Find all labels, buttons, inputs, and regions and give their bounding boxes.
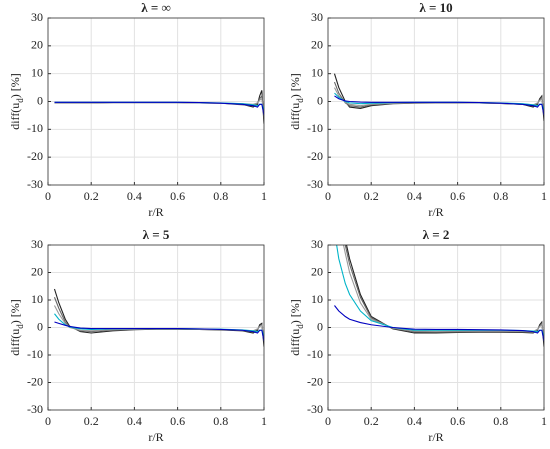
x-tick-label: 0.6 [170,414,185,428]
x-tick-label: 1 [261,189,267,203]
y-tick-label: 0 [37,319,43,333]
y-tick-label: -30 [27,177,43,191]
subplot: 0 0.2 0.4 0.6 0.8 1 -30 -20 -10 0 10 20 30 λ = 2 r/R di… [288,227,547,444]
axes-box [327,17,545,186]
data-line [54,101,264,116]
x-tick-label: 0.6 [450,189,465,203]
x-tick-label: 0.4 [127,189,142,203]
y-tick-label: 30 [31,237,43,251]
x-tick-label: 0.4 [407,414,422,428]
y-tick-label: 20 [31,38,43,52]
y-tick-label: -30 [307,402,323,416]
data-line [334,95,544,116]
x-axis-label: r/R [148,430,163,444]
y-tick-label: -30 [27,402,43,416]
label-rest: ) [%] [8,73,22,98]
y-tick-label: 0 [317,93,323,107]
x-tick-label: 0.4 [407,189,422,203]
y-tick-label: 30 [311,10,323,24]
x-tick-label: 0.8 [213,189,228,203]
x-tick-label: 0.8 [493,414,508,428]
label-rest: ) [%] [288,73,302,98]
x-tick-label: 0.6 [450,414,465,428]
x-tick-label: 0.2 [84,189,99,203]
x-tick-label: 1 [541,189,547,203]
x-tick-label: 0 [45,189,51,203]
chart-title: λ = 5 [143,227,170,242]
y-tick-label: 30 [31,10,43,24]
label-rest: ) [%] [288,299,302,324]
x-tick-label: 0.2 [364,414,379,428]
x-tick-label: 0.4 [127,414,142,428]
axes-box [327,244,545,411]
subplot: 0 0.2 0.4 0.6 0.8 1 -30 -20 -10 0 10 20 30 λ = ∞ r/R di… [8,0,267,219]
subscript: d [15,98,25,103]
y-axis-label: diff(ud) [%] [288,299,305,356]
chart-title: λ = 2 [423,227,450,242]
y-tick-label: 30 [311,237,323,251]
y-tick-label: -30 [307,177,323,191]
x-axis-label: r/R [428,430,443,444]
y-tick-label: -10 [27,347,43,361]
x-tick-label: 0.8 [213,414,228,428]
subscript: d [295,98,305,103]
y-tick-label: 10 [31,65,43,79]
axes-box [47,244,265,411]
data-line [334,305,544,342]
y-tick-label: 10 [311,292,323,306]
x-tick-label: 0.2 [84,414,99,428]
data-line [342,245,544,339]
x-tick-label: 0 [45,414,51,428]
chart-title: λ = 10 [419,0,452,15]
y-tick-label: -10 [307,121,323,135]
x-axis-label: r/R [428,205,443,219]
x-tick-label: 0.2 [364,189,379,203]
y-tick-label: 10 [311,65,323,79]
y-tick-label: -10 [307,347,323,361]
x-tick-label: 0 [325,414,331,428]
y-tick-label: 0 [37,93,43,107]
y-axis-label: diff(ud) [%] [8,73,25,130]
y-tick-label: -20 [307,149,323,163]
axes-box [47,17,265,186]
x-tick-label: 1 [541,414,547,428]
y-tick-label: 20 [311,264,323,278]
subscript: d [295,324,305,329]
subscript: d [15,324,25,329]
x-tick-label: 0.8 [493,189,508,203]
x-tick-label: 0 [325,189,331,203]
subplot: 0 0.2 0.4 0.6 0.8 1 -30 -20 -10 0 10 20 30 λ = 10 r/R d… [288,0,547,219]
y-tick-label: -20 [27,149,43,163]
y-tick-label: 10 [31,292,43,306]
y-tick-label: 20 [31,264,43,278]
y-axis-label: diff(ud) [%] [8,299,25,356]
y-tick-label: -20 [307,374,323,388]
data-line [54,321,264,342]
y-tick-label: 0 [317,319,323,333]
label-rest: ) [%] [8,299,22,324]
chart-title: λ = ∞ [141,0,171,15]
y-tick-label: -10 [27,121,43,135]
data-line [336,245,544,336]
y-axis-label: diff(ud) [%] [288,73,305,130]
x-axis-label: r/R [148,205,163,219]
subplot: 0 0.2 0.4 0.6 0.8 1 -30 -20 -10 0 10 20 30 λ = 5 r/R di… [8,227,267,444]
y-tick-label: 20 [311,38,323,52]
x-tick-label: 0.6 [170,189,185,203]
y-tick-label: -20 [27,374,43,388]
x-tick-label: 1 [261,414,267,428]
